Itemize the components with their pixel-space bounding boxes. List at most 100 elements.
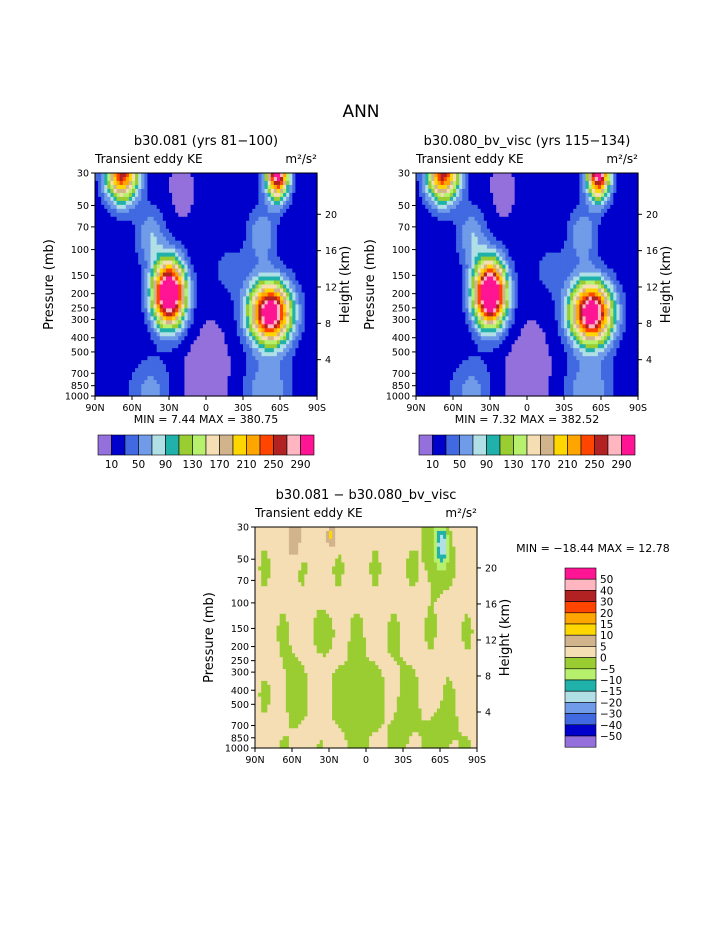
field-cell xyxy=(585,188,590,194)
field-cell xyxy=(144,312,149,317)
field-cell xyxy=(246,312,250,317)
field-cell xyxy=(422,184,426,190)
field-cell xyxy=(212,320,216,325)
field-cell xyxy=(301,216,306,222)
field-cell xyxy=(206,296,210,302)
field-cell xyxy=(307,188,312,194)
field-cell xyxy=(132,388,136,393)
field-cell xyxy=(224,292,229,298)
field-cell xyxy=(122,173,127,178)
field-cell xyxy=(304,392,309,397)
field-cell xyxy=(252,240,256,246)
field-cell xyxy=(98,276,102,282)
field-cell xyxy=(162,304,167,309)
field-cell xyxy=(212,272,216,278)
field-cell xyxy=(243,376,247,381)
field-cell xyxy=(132,316,136,321)
field-cell xyxy=(95,384,99,389)
field-cell xyxy=(110,372,115,377)
field-cell xyxy=(289,348,293,353)
field-cell xyxy=(292,384,297,389)
field-cell xyxy=(280,332,284,337)
field-cell xyxy=(178,192,182,198)
field-cell xyxy=(147,352,152,357)
field-cell xyxy=(199,260,204,266)
field-cell xyxy=(218,384,223,389)
field-cell xyxy=(199,372,204,377)
field-cell xyxy=(267,264,272,270)
field-cell xyxy=(159,300,164,306)
field-cell xyxy=(141,240,145,246)
field-cell xyxy=(199,232,204,238)
field-cell xyxy=(153,204,158,210)
field-cell xyxy=(292,368,297,373)
field-cell xyxy=(486,212,491,218)
field-cell xyxy=(98,372,102,377)
field-cell xyxy=(255,236,260,242)
field-cell xyxy=(196,292,201,298)
field-cell xyxy=(125,188,130,194)
field-cell xyxy=(215,248,219,254)
field-cell xyxy=(206,284,210,290)
field-cell xyxy=(224,192,229,198)
field-cell xyxy=(286,320,290,325)
field-cell xyxy=(246,188,250,194)
field-cell xyxy=(172,376,176,381)
field-cell xyxy=(440,216,445,222)
field-cell xyxy=(310,252,315,258)
field-cell xyxy=(276,340,281,345)
field-cell xyxy=(258,368,263,373)
field-cell xyxy=(243,364,247,369)
field-cell xyxy=(289,284,293,290)
field-cell xyxy=(135,236,139,242)
field-cell xyxy=(227,380,232,385)
field-cell xyxy=(101,256,105,262)
field-cell xyxy=(252,196,256,202)
field-cell xyxy=(289,288,293,294)
field-cell xyxy=(280,340,284,345)
field-cell xyxy=(165,340,170,345)
field-cell xyxy=(264,176,269,182)
field-cell xyxy=(98,260,102,266)
field-cell xyxy=(98,236,102,242)
field-cell xyxy=(116,348,121,353)
field-cell xyxy=(116,272,121,278)
field-cell xyxy=(215,392,219,397)
field-cell xyxy=(119,176,124,182)
field-cell xyxy=(264,392,269,397)
field-cell xyxy=(135,188,139,194)
field-cell xyxy=(196,332,201,337)
field-cell xyxy=(98,392,102,397)
field-cell xyxy=(224,304,229,309)
field-cell xyxy=(289,200,293,206)
field-cell xyxy=(128,216,133,222)
field-cell xyxy=(202,344,207,349)
field-cell xyxy=(184,316,189,321)
field-cell xyxy=(307,292,312,298)
field-cell xyxy=(261,204,266,210)
field-cell xyxy=(289,244,293,250)
field-cell xyxy=(169,276,173,282)
field-cell xyxy=(298,236,303,242)
field-cell xyxy=(107,288,112,294)
field-cell xyxy=(209,173,213,178)
field-cell xyxy=(144,356,149,361)
field-cell xyxy=(132,364,136,369)
field-cell xyxy=(125,240,130,246)
field-cell xyxy=(172,304,176,309)
field-cell xyxy=(243,344,247,349)
field-cell xyxy=(230,324,235,329)
field-cell xyxy=(548,173,553,178)
field-cell xyxy=(286,372,290,377)
field-cell xyxy=(122,244,127,250)
field-cell xyxy=(273,208,278,214)
field-cell xyxy=(468,184,473,190)
field-cell xyxy=(104,324,108,329)
field-cell xyxy=(227,384,232,389)
field-cell xyxy=(147,180,152,186)
field-cell xyxy=(304,348,309,353)
field-cell xyxy=(184,244,189,250)
field-cell xyxy=(431,173,436,178)
field-cell xyxy=(252,252,256,258)
field-cell xyxy=(107,180,112,186)
